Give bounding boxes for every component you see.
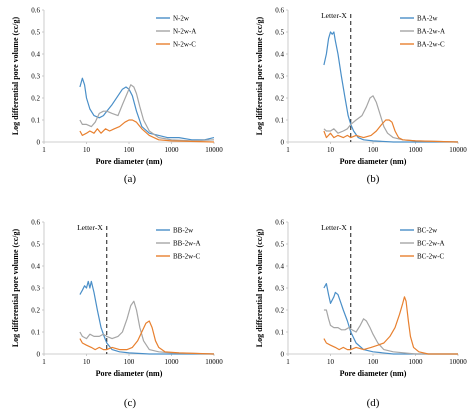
x-tick-label: 10 [327,146,335,154]
series-line-BA-2w [323,31,458,143]
y-tick-label: 0.3 [275,285,284,293]
x-tick-label: 100 [368,146,379,154]
y-tick-label: 0.3 [31,73,40,81]
legend-entry: BC-2w-A [417,240,445,248]
panel-caption: (c) [124,397,137,409]
chart-panel-3: 0 0.1 0.2 0.3 0.4 0.5 0.6 1 10 100 1000 10000 Pore d… [11,219,223,410]
x-tick-label: 10 [83,358,91,366]
x-tick-label: 100 [124,358,135,366]
y-tick-label: 0.1 [275,117,284,125]
x-tick-label: 1000 [409,358,424,366]
x-tick-label: 1 [42,146,46,154]
letter-x-annotation: Letter-X [321,223,347,232]
y-tick-label: 0 [281,351,285,359]
y-tick-label: 0.5 [31,29,40,37]
panel-caption: (b) [367,173,380,185]
legend-entry: BA-2w-A [417,28,445,36]
letter-x-annotation: Letter-X [77,223,103,232]
x-axis-label: Pore diameter (nm) [340,157,407,166]
series-line-N-2w-A [79,84,215,142]
legend-entry: BC-2w [417,227,438,235]
x-tick-label: 10000 [205,358,223,366]
y-tick-label: 0.1 [31,329,40,337]
panel-caption: (d) [367,397,380,409]
x-tick-label: 1000 [165,358,180,366]
x-axis-label: Pore diameter (nm) [96,157,163,166]
y-tick-label: 0.4 [275,51,284,59]
y-axis-label: Log differential pore volume (cc/g) [11,16,20,135]
legend-entry: BB-2w [173,227,194,235]
legend-entry: N-2w-C [173,41,196,49]
y-axis-label: Log differential pore volume (cc/g) [11,228,20,347]
x-tick-label: 1 [286,146,290,154]
x-tick-label: 1 [42,358,46,366]
x-tick-label: 1000 [409,146,424,154]
y-tick-label: 0 [37,351,41,359]
y-tick-label: 0.6 [275,219,284,227]
series-line-BC-2w [323,283,458,355]
x-tick-label: 10 [327,358,335,366]
x-tick-label: 10 [83,146,91,154]
x-tick-label: 100 [368,358,379,366]
x-tick-label: 10000 [449,146,467,154]
y-tick-label: 0.6 [275,7,284,15]
legend-entry: BB-2w-A [173,240,201,248]
y-tick-label: 0.3 [275,73,284,81]
x-axis-label: Pore diameter (nm) [340,369,407,378]
series-line-BA-2w-A [323,95,459,143]
x-axis-label: Pore diameter (nm) [96,369,163,378]
chart-panel-2: 0 0.1 0.2 0.3 0.4 0.5 0.6 1 10 100 1000 10000 Pore d… [255,7,467,186]
series-line-BB-2w-A [79,300,215,355]
x-tick-label: 100 [124,146,135,154]
series-line-BB-2w-C [79,320,215,355]
panel-caption: (a) [124,173,137,185]
series-line-BA-2w-C [323,119,459,143]
letter-x-annotation: Letter-X [321,11,347,20]
series-line-BB-2w [79,280,214,355]
series-line-BC-2w-C [323,296,458,355]
legend-entry: BA-2w [417,15,439,23]
legend-entry: N-2w [173,15,190,23]
y-tick-label: 0.6 [31,7,40,15]
chart-panel-4: 0 0.1 0.2 0.3 0.4 0.5 0.6 1 10 100 1000 10000 Pore d… [255,219,467,410]
series-line-N-2w [79,77,215,141]
y-tick-label: 0 [37,139,41,147]
y-tick-label: 0.2 [31,95,40,103]
y-tick-label: 0.3 [31,285,40,293]
y-tick-label: 0.1 [31,117,40,125]
y-tick-label: 0 [281,139,285,147]
y-tick-label: 0.5 [275,29,284,37]
y-tick-label: 0.1 [275,329,284,337]
series-line-N-2w-C [79,119,215,143]
y-tick-label: 0.2 [275,95,284,103]
series-line-BC-2w-A [323,309,458,355]
legend-entry: BA-2w-C [417,41,445,49]
x-tick-label: 10000 [205,146,223,154]
y-axis-label: Log differential pore volume (cc/g) [255,228,264,347]
y-tick-label: 0.5 [275,241,284,249]
legend-entry: N-2w-A [173,28,196,36]
x-tick-label: 1 [286,358,290,366]
legend-entry: BC-2w-C [417,253,445,261]
y-tick-label: 0.4 [31,263,40,271]
y-tick-label: 0.4 [275,263,284,271]
chart-panel-1: 0 0.1 0.2 0.3 0.4 0.5 0.6 1 10 100 1000 10000 Pore d… [11,7,223,186]
y-axis-label: Log differential pore volume (cc/g) [255,16,264,135]
y-tick-label: 0.2 [31,307,40,315]
y-tick-label: 0.4 [31,51,40,59]
y-tick-label: 0.6 [31,219,40,227]
x-tick-label: 1000 [165,146,180,154]
x-tick-label: 10000 [449,358,467,366]
y-tick-label: 0.5 [31,241,40,249]
y-tick-label: 0.2 [275,307,284,315]
legend-entry: BB-2w-C [173,253,201,261]
